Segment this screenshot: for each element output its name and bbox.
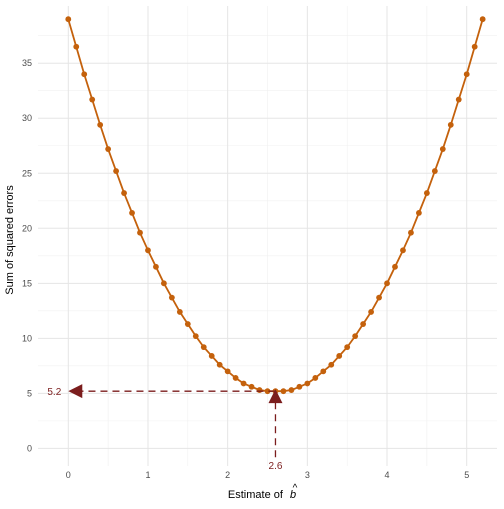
series-layer bbox=[65, 16, 486, 395]
x-tick-label: 0 bbox=[66, 470, 71, 480]
sse-data-point bbox=[392, 263, 398, 270]
annotation-layer: 5.2 2.6 bbox=[47, 384, 283, 472]
sse-data-point bbox=[320, 368, 327, 375]
min-x-label: 2.6 bbox=[269, 461, 283, 472]
sse-data-point bbox=[129, 209, 135, 216]
min-x-arrowhead bbox=[268, 389, 283, 404]
sse-data-point bbox=[280, 388, 287, 395]
sse-data-point bbox=[200, 344, 207, 351]
axis-layer: 0 1 2 3 4 5 0 5 10 15 20 25 30 35 bbox=[22, 58, 469, 480]
sse-data-point bbox=[479, 16, 486, 23]
x-tick-label: 2 bbox=[225, 470, 230, 480]
sse-data-point bbox=[471, 43, 478, 50]
x-axis-title: Estimate of b bbox=[228, 489, 296, 501]
sse-data-point bbox=[312, 375, 319, 381]
sse-data-point bbox=[336, 353, 343, 359]
sse-data-point bbox=[232, 375, 239, 381]
y-tick-label: 20 bbox=[22, 223, 32, 233]
sse-data-point bbox=[423, 190, 430, 196]
grid-layer bbox=[38, 6, 497, 466]
sse-data-point bbox=[145, 247, 151, 254]
sse-data-point bbox=[121, 190, 127, 196]
sse-curve-line bbox=[67, 18, 484, 393]
sse-data-point bbox=[288, 387, 295, 393]
y-tick-label: 10 bbox=[22, 333, 32, 343]
sse-data-point bbox=[216, 361, 223, 368]
sse-data-point bbox=[439, 146, 446, 152]
x-tick-label: 3 bbox=[305, 470, 310, 480]
sse-data-point bbox=[296, 383, 303, 390]
sse-data-point bbox=[447, 121, 454, 128]
sse-data-point bbox=[81, 71, 88, 78]
sse-data-point bbox=[256, 387, 263, 393]
sse-data-point bbox=[73, 43, 80, 50]
x-tick-label: 5 bbox=[464, 470, 469, 480]
sse-data-point bbox=[153, 263, 159, 270]
sse-data-point bbox=[360, 321, 367, 327]
sse-data-point bbox=[431, 168, 438, 174]
y-axis-title: Sum of squared errors bbox=[4, 185, 16, 295]
x-axis-title-text: Estimate of bbox=[228, 489, 284, 501]
x-axis-title-symbol: b bbox=[290, 489, 296, 501]
sse-data-point bbox=[368, 309, 374, 315]
sse-data-point bbox=[89, 96, 96, 103]
sse-data-point bbox=[208, 353, 215, 359]
sse-data-point bbox=[184, 321, 191, 327]
sse-data-point bbox=[463, 71, 470, 78]
sse-data-point bbox=[105, 146, 112, 152]
sse-data-point bbox=[168, 294, 175, 301]
sse-data-point bbox=[192, 333, 199, 340]
y-tick-label: 15 bbox=[22, 278, 32, 288]
sse-data-point bbox=[328, 361, 335, 368]
sse-data-point bbox=[137, 229, 143, 236]
y-tick-label: 0 bbox=[27, 443, 32, 453]
sse-data-point bbox=[113, 168, 119, 174]
sse-data-point bbox=[400, 247, 406, 254]
min-y-label: 5.2 bbox=[47, 387, 61, 398]
x-axis-title-hat: ^ bbox=[293, 483, 298, 494]
sse-data-point bbox=[408, 229, 414, 236]
sse-data-point bbox=[65, 16, 72, 23]
sse-data-point bbox=[264, 388, 271, 395]
min-y-arrowhead bbox=[68, 384, 83, 399]
x-tick-label: 1 bbox=[145, 470, 150, 480]
sse-data-point bbox=[344, 344, 351, 351]
sse-data-point bbox=[97, 121, 104, 128]
y-tick-label: 25 bbox=[22, 168, 32, 178]
x-tick-label: 4 bbox=[385, 470, 390, 480]
sse-data-point bbox=[384, 280, 390, 287]
sse-data-point bbox=[161, 280, 167, 287]
sse-data-point bbox=[455, 96, 462, 103]
sse-data-point bbox=[240, 380, 247, 387]
sse-data-point bbox=[224, 368, 231, 375]
sse-data-point bbox=[416, 209, 422, 216]
sse-data-point bbox=[376, 294, 382, 301]
sse-data-point bbox=[352, 333, 359, 340]
y-tick-label: 5 bbox=[27, 388, 32, 398]
sse-data-point bbox=[304, 380, 311, 387]
sse-data-point bbox=[176, 309, 183, 315]
sse-data-point bbox=[248, 383, 255, 390]
y-tick-label: 30 bbox=[22, 113, 32, 123]
y-tick-label: 35 bbox=[22, 58, 32, 68]
